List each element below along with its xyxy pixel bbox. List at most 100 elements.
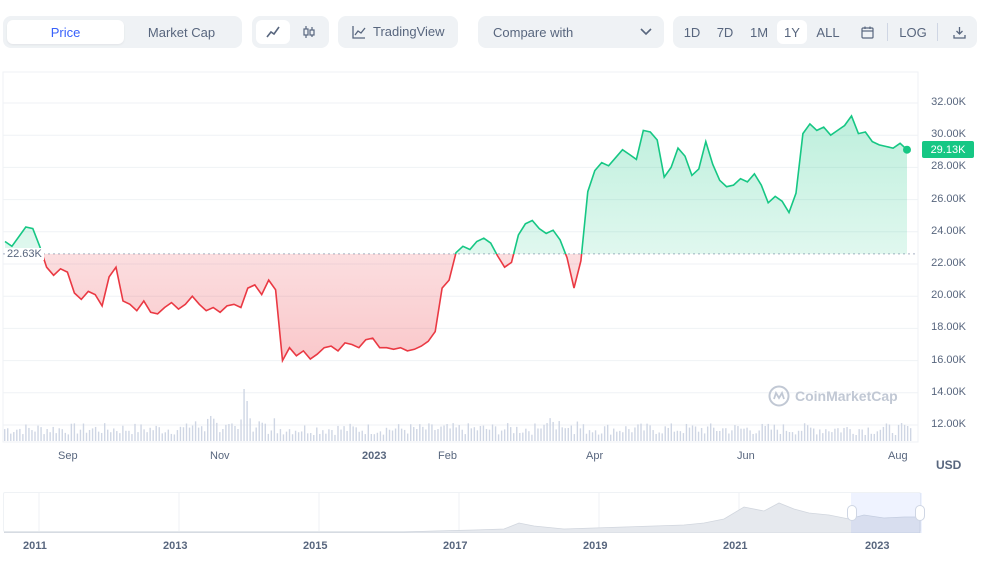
volume-bar bbox=[740, 428, 742, 441]
volume-bar bbox=[352, 426, 354, 441]
volume-bar bbox=[494, 426, 497, 441]
range-1m[interactable]: 1M bbox=[749, 24, 769, 40]
volume-bar bbox=[358, 431, 360, 441]
compare-with-dropdown[interactable]: Compare with bbox=[478, 16, 664, 48]
volume-bar bbox=[158, 427, 160, 441]
volume-bar bbox=[846, 427, 848, 441]
toolbar-divider bbox=[937, 23, 938, 41]
range-1d[interactable]: 1D bbox=[683, 24, 701, 40]
volume-bar bbox=[852, 433, 854, 441]
navigator-right-handle[interactable] bbox=[915, 505, 925, 521]
navigator-left-handle[interactable] bbox=[847, 505, 857, 521]
volume-bar bbox=[203, 431, 206, 441]
volume-bar bbox=[270, 430, 273, 441]
volume-bar bbox=[152, 430, 154, 441]
volume-bar bbox=[734, 425, 736, 441]
volume-bar bbox=[110, 432, 112, 441]
volume-bar bbox=[55, 433, 57, 441]
range-all[interactable]: ALL bbox=[816, 24, 840, 40]
volume-bar bbox=[191, 425, 194, 441]
log-scale-toggle[interactable]: LOG bbox=[899, 24, 927, 40]
volume-bar bbox=[594, 430, 597, 441]
volume-bar bbox=[643, 430, 645, 441]
volume-bar bbox=[700, 427, 703, 441]
volume-bar bbox=[497, 434, 500, 441]
volume-bar bbox=[403, 429, 406, 441]
volume-bar bbox=[449, 428, 451, 441]
volume-bar bbox=[840, 432, 842, 441]
volume-bar bbox=[506, 423, 509, 441]
volume-bar bbox=[849, 429, 851, 441]
volume-bar bbox=[285, 431, 288, 441]
volume-bar bbox=[355, 427, 357, 441]
volume-bar bbox=[776, 429, 779, 441]
volume-bar bbox=[752, 433, 754, 441]
volume-bar bbox=[725, 428, 727, 441]
volume-bar bbox=[331, 430, 333, 441]
tab-market-cap[interactable]: Market Cap bbox=[147, 24, 216, 40]
y-tick-label: 22.00K bbox=[931, 257, 966, 269]
volume-bar bbox=[52, 426, 54, 441]
volume-bar bbox=[837, 428, 839, 441]
volume-bar bbox=[764, 425, 766, 441]
range-navigator[interactable] bbox=[3, 492, 925, 533]
volume-bar bbox=[373, 434, 376, 441]
volume-bar bbox=[137, 432, 139, 441]
volume-bar bbox=[600, 433, 603, 441]
x-tick-label: Nov bbox=[210, 450, 230, 462]
current-price-tag: 29.13K bbox=[922, 141, 974, 158]
volume-bar bbox=[452, 423, 454, 441]
volume-bar bbox=[646, 423, 648, 441]
volume-bar bbox=[806, 425, 809, 441]
volume-bar bbox=[367, 424, 369, 441]
volume-bar bbox=[858, 429, 860, 441]
range-7d[interactable]: 7D bbox=[716, 24, 734, 40]
volume-bar bbox=[413, 427, 415, 441]
volume-bar bbox=[500, 430, 503, 441]
volume-bar bbox=[788, 432, 791, 441]
tab-price[interactable]: Price bbox=[7, 20, 124, 44]
volume-bar bbox=[861, 429, 863, 441]
date-range-button[interactable] bbox=[853, 20, 881, 44]
volume-bar bbox=[713, 427, 715, 441]
range-1y[interactable]: 1Y bbox=[777, 20, 807, 44]
volume-bar bbox=[140, 424, 142, 441]
volume-bar bbox=[113, 428, 115, 441]
toolbar-divider bbox=[887, 23, 888, 41]
chart-toolbar: Price Market Cap TradingView Com bbox=[0, 16, 990, 48]
volume-bar bbox=[400, 428, 403, 441]
line-chart-button[interactable] bbox=[256, 20, 290, 44]
volume-bar bbox=[437, 429, 439, 441]
volume-bar bbox=[803, 423, 806, 441]
volume-bar bbox=[207, 418, 209, 441]
volume-bar bbox=[561, 427, 563, 441]
chevron-down-icon bbox=[640, 28, 652, 36]
currency-label: USD bbox=[936, 458, 962, 472]
volume-bar bbox=[467, 423, 469, 441]
volume-bar bbox=[534, 423, 536, 441]
volume-bar bbox=[291, 434, 294, 441]
download-button[interactable] bbox=[945, 20, 973, 44]
volume-bar bbox=[13, 432, 15, 441]
volume-bar bbox=[688, 427, 691, 441]
volume-bar bbox=[397, 424, 400, 441]
volume-bar bbox=[661, 433, 663, 441]
y-tick-label: 26.00K bbox=[931, 192, 966, 205]
volume-bar bbox=[855, 434, 857, 441]
volume-bar bbox=[252, 431, 254, 441]
volume-bar bbox=[634, 427, 636, 441]
volume-bar bbox=[797, 430, 800, 441]
tradingview-button[interactable]: TradingView bbox=[338, 16, 458, 48]
y-tick-label: 24.00K bbox=[931, 224, 966, 237]
candlestick-button[interactable] bbox=[292, 20, 326, 44]
volume-bar bbox=[464, 434, 466, 441]
volume-bar bbox=[391, 430, 394, 441]
volume-bar bbox=[261, 422, 263, 441]
volume-bar bbox=[73, 423, 76, 441]
volume-bar bbox=[691, 425, 694, 441]
volume-bar bbox=[758, 430, 760, 441]
volume-bar bbox=[652, 430, 654, 441]
volume-bar bbox=[76, 433, 79, 441]
volume-bar bbox=[410, 424, 412, 441]
